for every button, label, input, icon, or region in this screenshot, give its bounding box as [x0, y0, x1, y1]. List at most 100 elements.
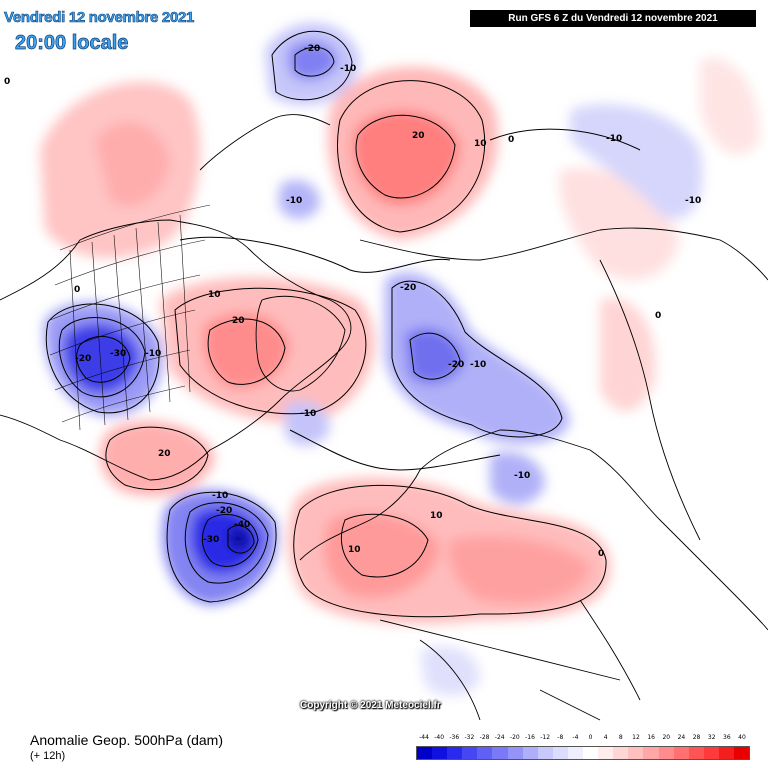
anomaly-neg-asia-ne	[570, 104, 703, 219]
map-label-europe-zero: 0	[598, 549, 604, 559]
map-label-alaska-neg-outer: -10	[340, 64, 356, 74]
anomaly-pos-canada-core	[203, 313, 290, 389]
legend-label: -40	[434, 734, 445, 741]
map-label-nw-ocean-1: 0	[4, 77, 10, 87]
coast-middle-east	[579, 599, 641, 701]
legend-label: -8	[557, 734, 564, 741]
contour-us-10	[45, 303, 160, 414]
map-label-siberia-zero: 0	[508, 135, 514, 145]
map-label-siberia-pos-outer: 10	[474, 139, 487, 149]
legend-label: -28	[479, 734, 490, 741]
legend-label: 8	[618, 734, 623, 741]
legend-swatch	[477, 747, 493, 759]
contour-europe-core	[340, 513, 429, 578]
contour-atlantic-40	[227, 525, 255, 554]
legend-label: 28	[692, 734, 701, 741]
legend-swatch	[613, 747, 629, 759]
legend-swatch	[462, 747, 478, 759]
map-label-pacific-neg-a: -10	[286, 196, 302, 206]
map-label-siberia-pos: 20	[412, 131, 425, 141]
map-label-atlantic-neg-d: -30	[203, 535, 219, 545]
legend-swatch	[417, 747, 433, 759]
legend-label: 36	[723, 734, 731, 741]
map-label-russia-neg: -10	[514, 471, 530, 481]
contour-labels: 0 -20 -10 20 10 0 -10 -10 -10 10 20 -20 …	[4, 44, 701, 559]
contour-atlantic-20	[184, 502, 269, 584]
legend-swatch	[567, 747, 584, 759]
map-label-us-neg-a: -20	[75, 354, 91, 364]
contour-arctic-20	[409, 332, 461, 380]
legend-swatch	[658, 747, 674, 759]
color-legend: -44 -40 -36 -32 -28 -24 -20 -16 -12 -8 -4 0 4 8 12 16 20…	[416, 734, 750, 764]
map-label-canada-pos: 20	[232, 316, 245, 326]
anomaly-neg-pacific	[278, 180, 320, 219]
legend-label: -32	[464, 734, 475, 741]
anomaly-pos-asia-n	[559, 168, 680, 280]
legend-label: -36	[449, 734, 460, 741]
contour-zero-b	[289, 429, 501, 471]
legend-swatch	[522, 747, 538, 759]
legend-swatch	[703, 747, 719, 759]
coast-africa	[419, 639, 481, 721]
legend-swatch	[718, 747, 734, 759]
legend-labels: -44 -40 -36 -32 -28 -24 -20 -16 -12 -8 -4 0 4 8 12 16 20…	[416, 734, 750, 744]
map-label-atlantic-neg-a: -10	[212, 491, 228, 501]
map-label-greenland-neg: -10	[300, 409, 316, 419]
legend-label: 16	[647, 734, 655, 741]
contour-us-30	[76, 336, 131, 383]
legend-label: 4	[603, 734, 608, 741]
contour-zero-c	[489, 128, 641, 151]
anomaly-neg-atlantic-center	[230, 527, 250, 550]
anomaly-neg-us-core	[63, 323, 140, 394]
legend-label: -44	[419, 734, 429, 741]
anomaly-pos-asia-s	[600, 298, 656, 412]
map-label-pacific-neg-c: -10	[685, 196, 701, 206]
legend-swatch	[552, 747, 568, 759]
anomaly-pos-gulf	[100, 421, 215, 496]
legend-label: 32	[707, 734, 716, 741]
coastlines	[0, 114, 768, 721]
legend-swatch	[733, 747, 750, 759]
legend-swatch	[598, 747, 614, 759]
anomaly-pos-far-right	[700, 58, 760, 155]
coast-mediterranean	[379, 619, 621, 681]
anomaly-pos-siberia-core	[353, 110, 460, 205]
legend-label: 24	[677, 734, 686, 741]
forecast-date: Vendredi 12 novembre 2021	[4, 9, 195, 27]
legend-swatch	[628, 747, 644, 759]
map-label-us-neg-outer: -10	[145, 349, 161, 359]
map-label-us-neg-b: -30	[110, 349, 126, 359]
coast-alaska	[199, 114, 331, 171]
legend-label: 20	[662, 734, 671, 741]
legend-swatch	[507, 747, 523, 759]
legend-label: -16	[525, 734, 535, 741]
contour-arctic-10	[391, 280, 563, 438]
legend-label: 0	[588, 734, 593, 741]
map-label-europe-pos-a: 10	[348, 545, 361, 555]
contour-siberia-20	[355, 114, 456, 199]
legend-swatch	[537, 747, 553, 759]
contour-alaska-20	[294, 46, 335, 77]
map-label-atlantic-neg-c: -40	[234, 520, 250, 530]
coast-europe	[299, 429, 768, 631]
forecast-lead: (+ 12h)	[30, 750, 66, 762]
contour-atlantic-10	[166, 491, 277, 603]
legend-swatch	[688, 747, 704, 759]
legend-label: 40	[738, 734, 746, 741]
map-label-atlantic-neg-b: -20	[216, 506, 232, 516]
model-run-label: Run GFS 6 Z du Vendredi 12 novembre 2021	[470, 10, 756, 27]
legend-swatch	[492, 747, 508, 759]
anomaly-pos-asia-east	[448, 536, 590, 604]
legend-label: -4	[572, 734, 579, 741]
anomaly-neg-atlantic-core	[191, 508, 262, 574]
legend-swatch	[583, 747, 599, 759]
map-label-pacific-neg-b: -10	[606, 134, 622, 144]
anomaly-neg-arctic	[385, 272, 570, 444]
map-label-gulf-pos: 20	[158, 449, 171, 459]
contour-canada-10	[174, 287, 367, 415]
contour-zero-ring	[179, 236, 451, 273]
legend-swatch	[447, 747, 463, 759]
contour-us-20	[58, 317, 146, 398]
contour-lines	[45, 31, 641, 618]
